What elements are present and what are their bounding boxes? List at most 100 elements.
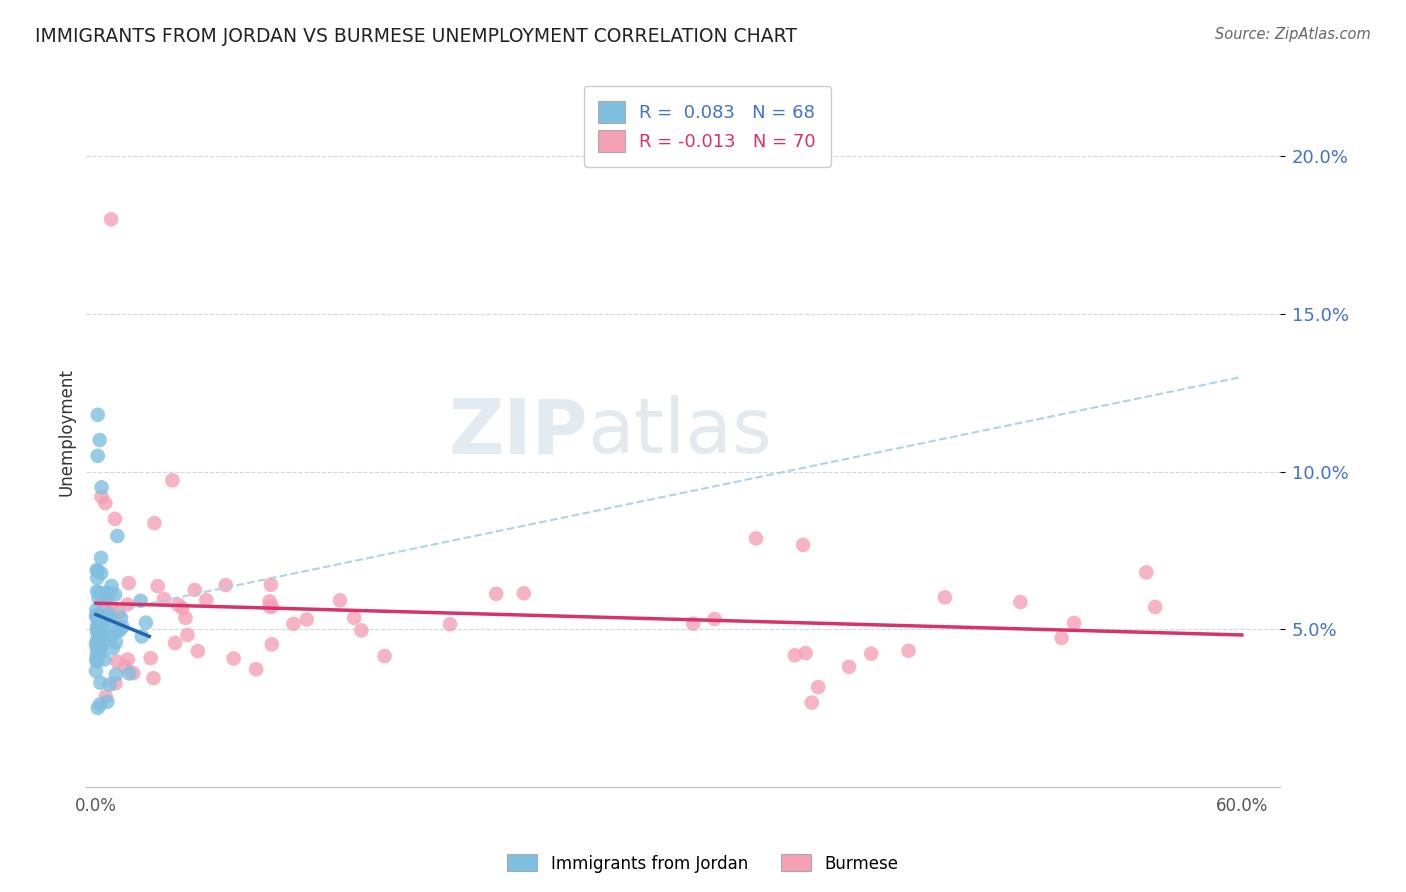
Point: [96, 695, 118, 709]
Point: [91, 612, 114, 626]
Point: [101, 641, 124, 656]
Point: [94, 591, 117, 606]
Point: [172, 601, 194, 615]
Point: [794, 646, 817, 660]
Point: [135, 615, 157, 630]
Point: [84, 664, 107, 678]
Point: [104, 588, 127, 602]
Point: [101, 628, 124, 642]
Point: [100, 579, 122, 593]
Point: [260, 578, 283, 592]
Point: [105, 655, 128, 669]
Point: [100, 212, 122, 227]
Point: [245, 662, 267, 676]
Point: [107, 606, 129, 620]
Point: [90, 480, 112, 494]
Point: [162, 473, 184, 487]
Point: [142, 671, 165, 685]
Point: [260, 637, 283, 651]
Point: [222, 651, 245, 665]
Point: [485, 587, 508, 601]
Point: [329, 593, 352, 607]
Point: [107, 624, 129, 638]
Point: [682, 616, 704, 631]
Point: [104, 512, 127, 526]
Point: [103, 625, 125, 640]
Point: [98, 677, 121, 691]
Point: [87, 642, 110, 657]
Point: [1050, 631, 1073, 645]
Point: [215, 578, 238, 592]
Point: [86, 648, 108, 663]
Point: [84, 653, 107, 667]
Point: [89, 619, 111, 633]
Point: [897, 643, 920, 657]
Point: [90, 624, 112, 638]
Point: [117, 598, 139, 612]
Point: [350, 624, 373, 638]
Point: [98, 612, 121, 626]
Point: [187, 644, 209, 658]
Point: [174, 611, 197, 625]
Point: [87, 608, 110, 623]
Point: [163, 636, 186, 650]
Text: IMMIGRANTS FROM JORDAN VS BURMESE UNEMPLOYMENT CORRELATION CHART: IMMIGRANTS FROM JORDAN VS BURMESE UNEMPL…: [35, 27, 797, 45]
Text: atlas: atlas: [588, 395, 772, 469]
Point: [91, 599, 114, 614]
Point: [94, 609, 117, 624]
Point: [295, 612, 318, 626]
Point: [84, 637, 107, 651]
Point: [439, 617, 461, 632]
Point: [91, 618, 114, 632]
Point: [104, 667, 127, 681]
Point: [86, 654, 108, 668]
Point: [90, 631, 112, 645]
Point: [792, 538, 814, 552]
Point: [87, 591, 110, 606]
Point: [86, 633, 108, 648]
Point: [1144, 599, 1167, 614]
Point: [283, 616, 305, 631]
Point: [84, 608, 107, 623]
Point: [93, 633, 115, 648]
Point: [343, 611, 366, 625]
Point: [122, 666, 145, 681]
Point: [89, 433, 111, 447]
Point: [89, 675, 111, 690]
Point: [860, 647, 883, 661]
Point: [100, 600, 122, 615]
Point: [104, 676, 127, 690]
Point: [800, 696, 823, 710]
Legend: Immigrants from Jordan, Burmese: Immigrants from Jordan, Burmese: [501, 847, 905, 880]
Point: [167, 598, 190, 612]
Point: [84, 609, 107, 624]
Point: [104, 635, 127, 649]
Point: [86, 584, 108, 599]
Point: [118, 666, 141, 681]
Point: [91, 595, 114, 609]
Point: [110, 611, 132, 625]
Point: [176, 628, 198, 642]
Point: [94, 496, 117, 510]
Point: [94, 613, 117, 627]
Point: [807, 680, 830, 694]
Point: [143, 516, 166, 530]
Point: [87, 622, 110, 636]
Point: [90, 566, 112, 581]
Point: [89, 634, 111, 648]
Point: [838, 660, 860, 674]
Point: [96, 604, 118, 618]
Point: [94, 690, 117, 704]
Point: [262, 599, 284, 614]
Point: [93, 652, 115, 666]
Point: [184, 582, 207, 597]
Point: [100, 587, 122, 601]
Point: [87, 701, 110, 715]
Point: [118, 576, 141, 591]
Point: [195, 593, 218, 607]
Point: [89, 631, 111, 645]
Point: [111, 620, 134, 634]
Text: Source: ZipAtlas.com: Source: ZipAtlas.com: [1215, 27, 1371, 42]
Point: [89, 647, 111, 661]
Point: [259, 599, 281, 614]
